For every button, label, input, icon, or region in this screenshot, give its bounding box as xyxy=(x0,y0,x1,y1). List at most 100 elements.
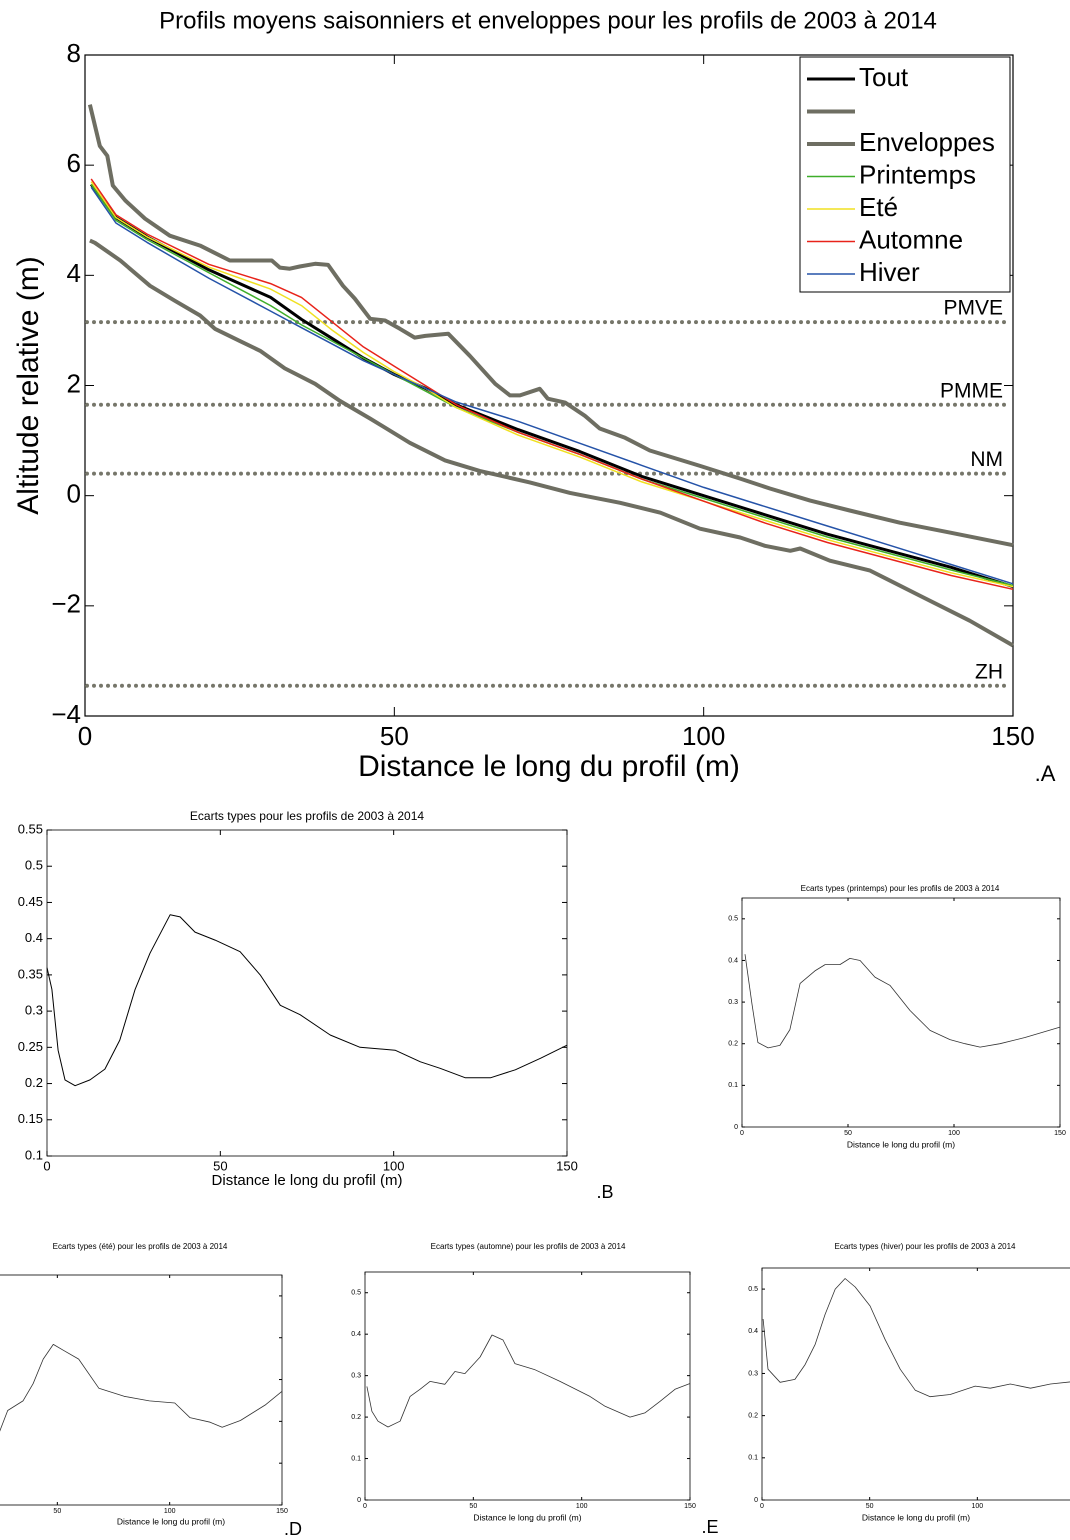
y-tick-label: 2 xyxy=(67,368,81,398)
y-tick-label: 0.25 xyxy=(18,1039,43,1054)
x-tick-label: 50 xyxy=(844,1130,852,1137)
y-tick-label: 0.55 xyxy=(18,821,43,836)
panel-label: .B xyxy=(596,1182,613,1202)
y-tick-label: 0 xyxy=(357,1497,361,1504)
x-tick-label: 100 xyxy=(576,1503,588,1510)
x-axis-label: Distance le long du profil (m) xyxy=(847,1139,955,1149)
x-axis-label: Distance le long du profil (m) xyxy=(473,1512,581,1522)
data-line xyxy=(89,183,1014,589)
legend-label: Tout xyxy=(859,62,909,92)
reference-label: NM xyxy=(970,448,1003,471)
y-tick-label: 6 xyxy=(67,148,81,178)
plot-frame xyxy=(0,1274,283,1506)
chart-title: Ecarts types (printemps) pour les profil… xyxy=(801,884,1000,893)
x-axis-label: Distance le long du profil (m) xyxy=(862,1512,970,1522)
y-tick-label: 0.4 xyxy=(25,930,43,945)
x-tick-label: 150 xyxy=(684,1503,696,1510)
y-axis-label: Altitude relative (m) xyxy=(12,256,45,514)
y-tick-label: 0.5 xyxy=(25,858,43,873)
x-axis-label: Distance le long du profil (m) xyxy=(358,750,740,783)
x-axis-label: Distance le long du profil (m) xyxy=(117,1516,225,1526)
legend-label: Automne xyxy=(859,224,963,254)
data-line xyxy=(366,1334,691,1428)
x-tick-label: 100 xyxy=(682,721,725,751)
x-tick-label: 0 xyxy=(740,1130,744,1137)
y-tick-label: 0.5 xyxy=(351,1290,361,1297)
legend-label: Printemps xyxy=(859,159,976,189)
x-tick-label: 100 xyxy=(383,1158,405,1173)
x-tick-label: 150 xyxy=(991,721,1034,751)
y-tick-label: 0.15 xyxy=(18,1111,43,1126)
y-tick-label: 0.2 xyxy=(351,1414,361,1421)
y-tick-label: −4 xyxy=(51,699,81,729)
data-line xyxy=(90,183,1014,587)
panel-label: .A xyxy=(1035,761,1056,786)
legend-label: Hiver xyxy=(859,257,920,287)
y-tick-label: 0.4 xyxy=(748,1328,758,1335)
x-tick-label: 0 xyxy=(43,1158,50,1173)
chart-title: Profils moyens saisonniers et enveloppes… xyxy=(159,7,937,34)
y-tick-label: 0 xyxy=(754,1497,758,1504)
x-tick-label: 50 xyxy=(53,1508,61,1515)
legend-box xyxy=(799,56,1011,293)
chart-title: Ecarts types (hiver) pour les profils de… xyxy=(835,1242,1017,1251)
reference-label: PMVE xyxy=(943,297,1003,320)
y-tick-label: 0.4 xyxy=(351,1331,361,1338)
chart-title: Ecarts types (automne) pour les profils … xyxy=(431,1242,626,1251)
y-tick-label: 0.35 xyxy=(18,966,43,981)
y-tick-label: 0.5 xyxy=(748,1286,758,1293)
y-tick-label: 0 xyxy=(734,1124,738,1131)
y-tick-label: 0.3 xyxy=(748,1370,758,1377)
y-tick-label: 0 xyxy=(67,479,81,509)
data-line xyxy=(46,914,568,1087)
x-tick-label: 50 xyxy=(866,1503,874,1510)
data-line xyxy=(744,954,1061,1049)
data-line xyxy=(90,186,1014,585)
panel-label: .D xyxy=(284,1519,302,1539)
plot-frame xyxy=(46,829,568,1157)
y-tick-label: 0.1 xyxy=(748,1455,758,1462)
x-tick-label: 0 xyxy=(760,1503,764,1510)
y-tick-label: 0.45 xyxy=(18,894,43,909)
x-tick-label: 100 xyxy=(971,1503,983,1510)
x-tick-label: 50 xyxy=(380,721,409,751)
y-tick-label: 0.1 xyxy=(728,1082,738,1089)
x-tick-label: 150 xyxy=(276,1508,288,1515)
y-tick-label: 0.2 xyxy=(748,1412,758,1419)
x-tick-label: 0 xyxy=(363,1503,367,1510)
x-tick-label: 50 xyxy=(469,1503,477,1510)
y-tick-label: 0.1 xyxy=(351,1455,361,1462)
x-tick-label: 0 xyxy=(78,721,92,751)
y-tick-label: 0.2 xyxy=(25,1075,43,1090)
x-axis-label: Distance le long du profil (m) xyxy=(212,1172,403,1189)
data-line xyxy=(89,238,1014,648)
reference-label: PMME xyxy=(940,379,1003,402)
plot-frame xyxy=(741,897,1061,1128)
y-tick-label: 0.3 xyxy=(25,1003,43,1018)
legend-label: Enveloppes xyxy=(859,127,995,157)
data-line xyxy=(87,104,1014,548)
y-tick-label: 0.4 xyxy=(728,957,738,964)
x-tick-label: 150 xyxy=(556,1158,578,1173)
x-tick-label: 100 xyxy=(948,1130,960,1137)
x-tick-label: 100 xyxy=(164,1508,176,1515)
y-tick-label: 0.5 xyxy=(728,916,738,923)
data-line xyxy=(90,181,1014,588)
x-tick-label: 50 xyxy=(213,1158,227,1173)
chart-title: Ecarts types pour les profils de 2003 à … xyxy=(190,809,424,823)
plot-frame xyxy=(364,1271,691,1501)
legend-label: Eté xyxy=(859,192,898,222)
y-tick-label: 4 xyxy=(67,258,81,288)
y-tick-label: 0.2 xyxy=(728,1041,738,1048)
chart-title: Ecarts types (été) pour les profils de 2… xyxy=(53,1242,228,1251)
reference-label: ZH xyxy=(975,660,1003,683)
x-tick-label: 150 xyxy=(1054,1130,1066,1137)
y-tick-label: 8 xyxy=(67,38,81,68)
y-tick-label: −2 xyxy=(51,589,81,619)
y-tick-label: 0.1 xyxy=(25,1147,43,1162)
data-line xyxy=(762,1278,1070,1398)
data-line xyxy=(0,1344,283,1432)
panel-label: .E xyxy=(701,1517,718,1537)
